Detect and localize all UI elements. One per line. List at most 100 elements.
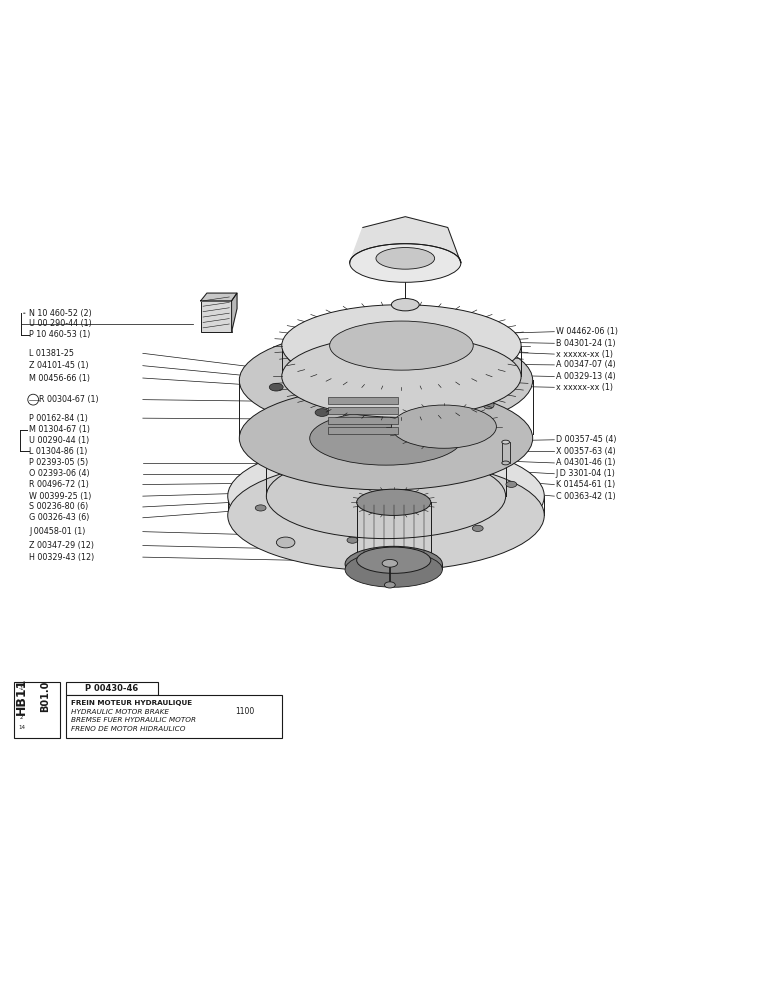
Ellipse shape bbox=[483, 380, 494, 387]
Text: B01.0: B01.0 bbox=[40, 680, 49, 712]
Bar bbox=[328, 397, 398, 404]
Ellipse shape bbox=[502, 461, 510, 465]
Bar bbox=[328, 407, 398, 414]
Ellipse shape bbox=[310, 353, 462, 407]
Ellipse shape bbox=[415, 449, 425, 455]
Text: Z 00347-29 (12): Z 00347-29 (12) bbox=[29, 541, 94, 550]
Ellipse shape bbox=[289, 461, 300, 467]
Ellipse shape bbox=[432, 390, 443, 398]
Ellipse shape bbox=[449, 369, 460, 376]
Text: x xxxxx-xx (1): x xxxxx-xx (1) bbox=[556, 383, 613, 392]
Text: HB11: HB11 bbox=[15, 677, 28, 715]
Ellipse shape bbox=[432, 401, 443, 409]
Ellipse shape bbox=[398, 415, 412, 423]
Bar bbox=[14, 682, 60, 738]
Text: FRENO DE MOTOR HIDRAULICO: FRENO DE MOTOR HIDRAULICO bbox=[71, 726, 185, 732]
Text: P 00162-84 (1): P 00162-84 (1) bbox=[29, 414, 88, 423]
Ellipse shape bbox=[432, 369, 443, 376]
Text: P 10 460-53 (1): P 10 460-53 (1) bbox=[29, 330, 91, 339]
Text: U 00290-44 (1): U 00290-44 (1) bbox=[29, 436, 90, 445]
Polygon shape bbox=[201, 293, 237, 301]
Text: 14: 14 bbox=[18, 725, 25, 730]
Bar bbox=[66, 695, 282, 738]
Text: C 00363-42 (1): C 00363-42 (1) bbox=[556, 492, 615, 501]
Ellipse shape bbox=[483, 369, 494, 376]
Text: R 00496-72 (1): R 00496-72 (1) bbox=[29, 480, 90, 489]
Text: A 04301-46 (1): A 04301-46 (1) bbox=[556, 458, 615, 467]
Ellipse shape bbox=[415, 369, 426, 376]
Ellipse shape bbox=[382, 559, 398, 567]
Text: X 00357-63 (4): X 00357-63 (4) bbox=[556, 447, 615, 456]
Text: O 02393-06 (4): O 02393-06 (4) bbox=[29, 469, 90, 478]
Text: HYDRAULIC MOTOR BRAKE: HYDRAULIC MOTOR BRAKE bbox=[71, 709, 169, 715]
Text: B 04301-24 (1): B 04301-24 (1) bbox=[556, 339, 615, 348]
Ellipse shape bbox=[432, 380, 443, 387]
Text: M 01304-67 (1): M 01304-67 (1) bbox=[29, 425, 90, 434]
Text: D 00357-45 (4): D 00357-45 (4) bbox=[556, 435, 616, 444]
Text: -: - bbox=[21, 692, 22, 697]
Text: FREIN MOTEUR HYDRAULIQUE: FREIN MOTEUR HYDRAULIQUE bbox=[71, 700, 192, 706]
Ellipse shape bbox=[391, 405, 496, 448]
Bar bbox=[201, 301, 232, 332]
Text: R 00304-67 (1): R 00304-67 (1) bbox=[39, 395, 98, 404]
Polygon shape bbox=[232, 293, 237, 332]
Ellipse shape bbox=[330, 321, 473, 370]
Text: x xxxxx-xx (1): x xxxxx-xx (1) bbox=[556, 350, 613, 359]
Ellipse shape bbox=[459, 374, 468, 379]
Ellipse shape bbox=[483, 401, 494, 409]
Ellipse shape bbox=[282, 305, 521, 387]
Polygon shape bbox=[350, 217, 461, 263]
Text: A 00347-07 (4): A 00347-07 (4) bbox=[556, 360, 615, 369]
Text: 1100: 1100 bbox=[235, 707, 255, 716]
Text: N 10 460-52 (2): N 10 460-52 (2) bbox=[29, 309, 92, 318]
Ellipse shape bbox=[310, 411, 462, 465]
Ellipse shape bbox=[256, 505, 266, 511]
Bar bbox=[328, 417, 398, 424]
Text: G 00326-43 (6): G 00326-43 (6) bbox=[29, 513, 90, 522]
Ellipse shape bbox=[443, 344, 457, 352]
Text: K 01454-61 (1): K 01454-61 (1) bbox=[556, 480, 615, 489]
Ellipse shape bbox=[282, 336, 521, 417]
Text: P 02393-05 (5): P 02393-05 (5) bbox=[29, 458, 89, 467]
Ellipse shape bbox=[315, 409, 329, 416]
Bar bbox=[328, 427, 398, 434]
Ellipse shape bbox=[350, 244, 461, 282]
Ellipse shape bbox=[470, 399, 484, 407]
Text: U 00 290-44 (1): U 00 290-44 (1) bbox=[29, 319, 92, 328]
Text: Z 04101-45 (1): Z 04101-45 (1) bbox=[29, 361, 89, 370]
Text: P 00430-46: P 00430-46 bbox=[86, 684, 138, 693]
Ellipse shape bbox=[239, 387, 533, 490]
Ellipse shape bbox=[357, 489, 431, 515]
Ellipse shape bbox=[360, 338, 374, 345]
Bar bbox=[66, 682, 158, 695]
Ellipse shape bbox=[502, 440, 510, 444]
Ellipse shape bbox=[415, 390, 426, 398]
Ellipse shape bbox=[415, 401, 426, 409]
Ellipse shape bbox=[376, 248, 435, 269]
Ellipse shape bbox=[239, 329, 533, 432]
Ellipse shape bbox=[415, 380, 426, 387]
Ellipse shape bbox=[345, 552, 442, 587]
Ellipse shape bbox=[228, 441, 544, 552]
Ellipse shape bbox=[483, 390, 494, 398]
Ellipse shape bbox=[449, 390, 460, 398]
Text: -1: -1 bbox=[19, 686, 25, 691]
Text: W 04462-06 (1): W 04462-06 (1) bbox=[556, 327, 618, 336]
Ellipse shape bbox=[266, 403, 506, 488]
Text: J D 3301-04 (1): J D 3301-04 (1) bbox=[556, 469, 616, 478]
Ellipse shape bbox=[466, 401, 477, 409]
Ellipse shape bbox=[466, 369, 477, 376]
Ellipse shape bbox=[449, 380, 460, 387]
Ellipse shape bbox=[472, 525, 483, 531]
Ellipse shape bbox=[266, 454, 506, 539]
Ellipse shape bbox=[345, 546, 442, 582]
Text: 2: 2 bbox=[20, 715, 23, 720]
Ellipse shape bbox=[489, 370, 503, 377]
Ellipse shape bbox=[347, 537, 357, 543]
Ellipse shape bbox=[391, 299, 419, 311]
Ellipse shape bbox=[269, 383, 283, 391]
Text: S 00236-80 (6): S 00236-80 (6) bbox=[29, 502, 89, 511]
Text: H 00329-43 (12): H 00329-43 (12) bbox=[29, 553, 95, 562]
Text: J 00458-01 (1): J 00458-01 (1) bbox=[29, 527, 86, 536]
Ellipse shape bbox=[466, 390, 477, 398]
